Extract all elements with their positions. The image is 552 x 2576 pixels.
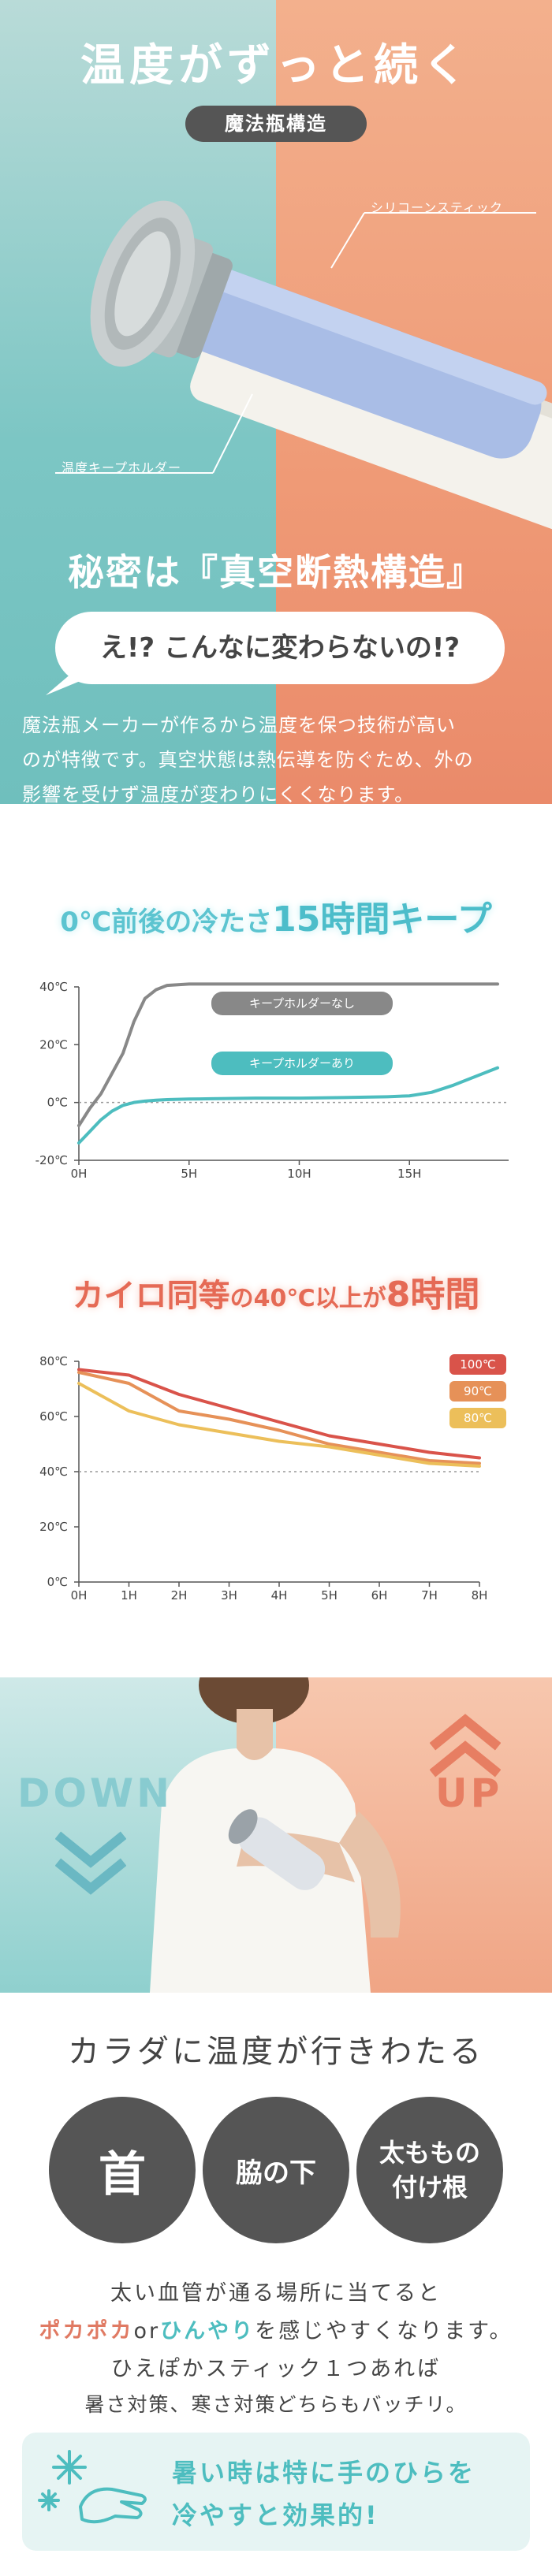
circle-thigh: 太ももの 付け根 xyxy=(356,2097,503,2243)
desc-line: 魔法瓶メーカーが作るから温度を保つ技術が高い xyxy=(22,714,456,736)
x-tick-label: 10H xyxy=(287,1167,311,1181)
circle-armpit-label: 脇の下 xyxy=(236,2157,316,2189)
product-illustration xyxy=(55,200,552,532)
x-tick-label: 1H xyxy=(121,1588,137,1603)
body-line-4: 暑さ対策、寒さ対策どちらもバッチリ。 xyxy=(84,2393,468,2416)
hero-title: 温度がずっと続く xyxy=(80,40,472,91)
or-word: or xyxy=(133,2319,161,2343)
y-tick-label: -20℃ xyxy=(35,1153,68,1167)
series-line-1 xyxy=(77,1066,500,1145)
warm-chart-title: カイロ同等の40℃以上が8時間 xyxy=(0,1266,552,1316)
y-tick-label: 20℃ xyxy=(39,1520,68,1534)
y-tick-label: 0℃ xyxy=(47,1575,68,1589)
x-tick-label: 2H xyxy=(171,1588,188,1603)
legend-with-holder: キープホルダーあり xyxy=(211,1052,393,1075)
cold-title-a: 0℃前後の冷たさ xyxy=(60,906,273,938)
legend-100c: 100℃ xyxy=(449,1354,506,1375)
warm-word: ポカポカ xyxy=(39,2319,134,2343)
tip-line-1: 暑い時は特に手のひらを xyxy=(172,2458,476,2488)
body-title: カラダに温度が行きわたる xyxy=(68,2034,484,2070)
x-tick-label: 6H xyxy=(371,1588,388,1603)
body-line-3: ひえぽかスティック１つあれば xyxy=(110,2357,442,2381)
cool-word: ひんやり xyxy=(160,2319,255,2343)
x-tick-label: 0H xyxy=(71,1588,88,1603)
body-line-2: ポカポカorひんやりを感じやすくなります。 xyxy=(0,2314,552,2344)
speech-bubble: え!? こんなに変わらないの!? xyxy=(55,612,505,684)
series-line-1 xyxy=(77,1371,481,1465)
y-tick-label: 60℃ xyxy=(39,1409,68,1424)
usage-photo-section: DOWN UP xyxy=(0,1677,552,1993)
circle-thigh-label-1: 太ももの xyxy=(379,2138,480,2168)
woman-photo xyxy=(150,1677,401,1993)
legend-no-holder: キープホルダーなし xyxy=(211,992,393,1015)
down-label: DOWN xyxy=(17,1770,173,1816)
structure-description: 魔法瓶メーカーが作るから温度を保つ技術が高い のが特徴です。真空状態は熱伝導を防… xyxy=(22,708,535,804)
line2-rest: を感じやすくなります。 xyxy=(255,2319,513,2343)
callout-silicone-stick: シリコーンスティック xyxy=(371,200,503,215)
y-tick-label: 80℃ xyxy=(39,1354,68,1368)
structure-badge: 魔法瓶構造 xyxy=(185,106,367,142)
warm-title-b: の40℃以上が xyxy=(229,1285,386,1312)
x-tick-label: 0H xyxy=(71,1167,88,1181)
hero-section: 温度がずっと続く 魔法瓶構造 シリコーンスティック 温度キープホルダー 秘密は『… xyxy=(0,0,552,804)
desc-line: 影響を受けず温度が変わりにくくなります。 xyxy=(22,784,415,804)
series-line-0 xyxy=(77,1368,481,1460)
bubble-tail xyxy=(46,668,91,695)
down-chevron-icon xyxy=(55,1831,126,1895)
x-tick-label: 3H xyxy=(221,1588,237,1603)
up-chevron-icon xyxy=(430,1714,501,1778)
callout-keep-holder: 温度キープホルダー xyxy=(62,460,182,475)
body-line-1: 太い血管が通る場所に当てると xyxy=(110,2281,442,2306)
tip-box: 暑い時は特に手のひらを 冷やすと効果的! xyxy=(22,2433,530,2551)
warm-title-c: 8時間 xyxy=(386,1275,480,1315)
x-tick-label: 8H xyxy=(472,1588,488,1603)
desc-line: のが特徴です。真空状態は熱伝導を防ぐため、外の xyxy=(22,749,474,771)
snowflake-hand-icon xyxy=(38,2450,147,2524)
tip-line-2: 冷やすと効果的! xyxy=(172,2500,379,2530)
y-tick-label: 0℃ xyxy=(47,1096,68,1110)
secret-title: 秘密は『真空断熱構造』 xyxy=(68,551,484,594)
cold-temperature-chart: 40℃ 20℃ 0℃ -20℃0H 5H 10H 15H xyxy=(35,980,509,1181)
circle-thigh-label-2: 付け根 xyxy=(391,2172,468,2202)
circle-armpit: 脇の下 xyxy=(203,2097,349,2243)
x-tick-label: 15H xyxy=(397,1167,421,1181)
up-label: UP xyxy=(435,1770,503,1816)
cold-title-b: 15時間キープ xyxy=(272,899,492,940)
x-tick-label: 7H xyxy=(421,1588,438,1603)
series-line-2 xyxy=(77,1382,481,1468)
warm-temperature-chart: 80℃ 60℃ 40℃ 20℃ 0℃0H 1H 2H 3H 4H 5H 6H 7H 8H xyxy=(39,1354,488,1603)
series-line-0 xyxy=(77,982,500,1127)
cold-chart-title: 0℃前後の冷たさ15時間キープ xyxy=(0,891,552,941)
y-tick-label: 40℃ xyxy=(39,1465,68,1479)
x-tick-label: 5H xyxy=(181,1167,197,1181)
legend-90c: 90℃ xyxy=(449,1381,506,1402)
warm-title-a: カイロ同等 xyxy=(72,1278,230,1314)
y-tick-label: 40℃ xyxy=(39,980,68,994)
y-tick-label: 20℃ xyxy=(39,1037,68,1052)
x-tick-label: 5H xyxy=(321,1588,338,1603)
circle-neck-label: 首 xyxy=(99,2146,146,2202)
legend-80c: 80℃ xyxy=(449,1408,506,1428)
circle-neck: 首 xyxy=(49,2097,196,2243)
x-tick-label: 4H xyxy=(271,1588,288,1603)
